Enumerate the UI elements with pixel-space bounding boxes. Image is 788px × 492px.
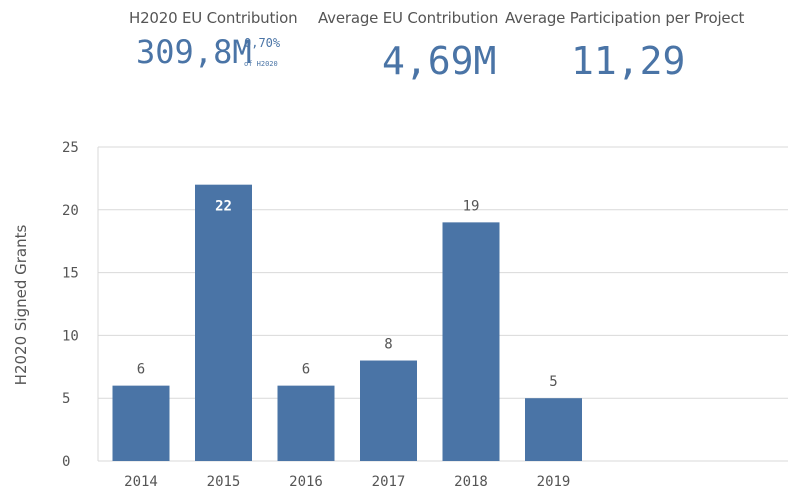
data-label-2016: 6 — [302, 362, 310, 378]
x-tick-label: 2015 — [207, 474, 241, 490]
bars — [112, 184, 582, 461]
y-axis-title: H2020 Signed Grants — [12, 225, 30, 386]
y-axis-ticks: 0 5 10 15 20 25 — [62, 140, 79, 470]
x-axis-ticks: 2014 2015 2016 2017 2018 2019 — [124, 474, 570, 490]
y-tick-label: 20 — [62, 203, 79, 219]
data-label-2019: 5 — [549, 374, 557, 390]
x-tick-label: 2019 — [537, 474, 571, 490]
eu-contribution-share-note: of H2020 — [244, 60, 278, 68]
data-label-2014: 6 — [137, 362, 145, 378]
data-label-2015: 22 — [215, 199, 232, 215]
data-label-2018: 19 — [463, 198, 480, 214]
average-eu-contribution-value: 4,69M — [382, 39, 497, 83]
bar-2019 — [525, 398, 582, 461]
bar-2017 — [360, 360, 417, 461]
y-tick-label: 5 — [62, 391, 70, 407]
y-tick-label: 25 — [62, 140, 79, 156]
y-tick-label: 15 — [62, 266, 79, 282]
eu-contribution-label: H2020 EU Contribution — [129, 9, 298, 27]
x-tick-label: 2017 — [372, 474, 406, 490]
x-tick-label: 2014 — [124, 474, 158, 490]
bar-2016 — [277, 385, 335, 461]
eu-contribution-share: 0,70% — [244, 36, 281, 50]
eu-contribution-value: 309,8M — [136, 33, 252, 71]
data-labels: 6 22 6 8 19 5 — [137, 198, 558, 390]
x-tick-label: 2018 — [454, 474, 488, 490]
data-label-2017: 8 — [384, 337, 392, 353]
x-tick-label: 2016 — [289, 474, 323, 490]
bar-2018 — [442, 222, 500, 461]
average-participation-value: 11,29 — [571, 39, 686, 83]
y-tick-label: 10 — [62, 328, 79, 344]
y-tick-label: 0 — [62, 454, 70, 470]
bar-2014 — [112, 385, 170, 461]
average-participation-label: Average Participation per Project — [505, 9, 745, 27]
bar-2015 — [195, 184, 252, 461]
average-eu-contribution-label: Average EU Contribution — [318, 9, 499, 27]
